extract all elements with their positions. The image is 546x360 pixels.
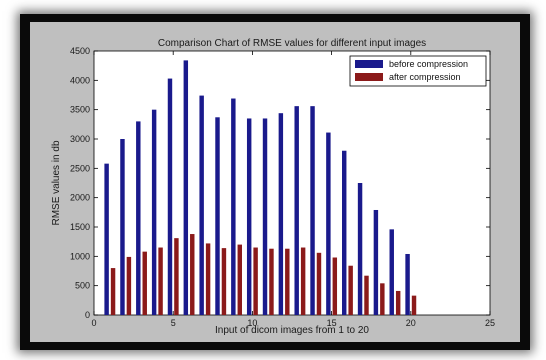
bar-before-8 [215, 117, 220, 315]
bar-before-9 [231, 98, 236, 316]
bar-after-14 [316, 252, 322, 315]
x-tick-label-0: 0 [91, 318, 96, 328]
bar-before-4 [151, 109, 157, 315]
legend-label-before: before compression [389, 59, 468, 69]
bar-after-11 [269, 248, 274, 315]
x-tick-label-25: 25 [485, 318, 495, 328]
legend-label-after: after compression [389, 72, 461, 82]
bar-before-6 [183, 60, 189, 315]
y-tick-label-4000: 4000 [70, 75, 90, 85]
legend: before compression after compression [349, 55, 487, 87]
bar-after-7 [205, 243, 211, 315]
bar-before-15 [326, 132, 331, 315]
bar-after-2 [126, 256, 132, 315]
y-tick-label-2000: 2000 [70, 193, 90, 203]
bar-after-8 [221, 248, 227, 315]
bar-after-1 [110, 268, 116, 315]
bar-after-10 [253, 247, 258, 315]
bar-before-13 [294, 106, 299, 316]
bars-group [104, 60, 417, 316]
bar-after-15 [332, 257, 338, 315]
bar-before-10 [246, 118, 252, 315]
x-tick-label-20: 20 [406, 318, 416, 328]
x-tick-label-5: 5 [171, 318, 176, 328]
bar-after-6 [190, 234, 195, 315]
bar-before-11 [262, 118, 268, 315]
bar-after-18 [380, 283, 385, 315]
bar-after-5 [174, 238, 179, 315]
legend-swatch-after [355, 73, 383, 81]
bar-before-12 [278, 113, 284, 315]
bar-after-17 [364, 275, 369, 315]
y-tick-label-1000: 1000 [70, 251, 90, 261]
bar-before-7 [199, 95, 204, 315]
bar-after-12 [285, 248, 290, 315]
y-tick-label-4500: 4500 [70, 46, 90, 56]
y-tick-label-1500: 1500 [70, 222, 90, 232]
y-tick-label-0: 0 [85, 310, 90, 320]
bar-before-16 [342, 150, 347, 315]
bar-before-18 [373, 209, 379, 315]
bar-before-3 [136, 121, 141, 316]
y-axis-label: RMSE values in db [51, 140, 62, 225]
y-tick-label-500: 500 [75, 281, 90, 291]
bar-after-20 [411, 295, 417, 315]
x-tick-label-10: 10 [247, 318, 257, 328]
chart-title: Comparison Chart of RMSE values for diff… [158, 38, 426, 49]
bar-after-4 [158, 247, 163, 315]
legend-swatch-before [355, 60, 383, 68]
y-tick-label-3500: 3500 [70, 105, 90, 115]
bar-before-17 [357, 183, 363, 315]
bar-after-3 [142, 251, 147, 315]
bar-before-20 [405, 253, 410, 315]
axis-ticks: 0 5 10 15 20 25 0 500 1000 1500 2000 2500 3000 3500 40… [70, 46, 495, 328]
y-tick-label-3000: 3000 [70, 134, 90, 144]
x-tick-label-15: 15 [327, 318, 337, 328]
bar-after-9 [237, 244, 242, 315]
bar-before-2 [120, 139, 125, 315]
bar-before-14 [310, 106, 315, 316]
bar-after-19 [395, 290, 401, 315]
bar-before-19 [389, 229, 394, 315]
bar-after-16 [348, 265, 353, 315]
x-axis-label: Input of dicom images from 1 to 20 [215, 325, 369, 336]
bar-after-13 [300, 247, 306, 315]
bar-before-1 [104, 163, 109, 315]
bar-before-5 [167, 78, 173, 315]
y-tick-label-2500: 2500 [70, 163, 90, 173]
